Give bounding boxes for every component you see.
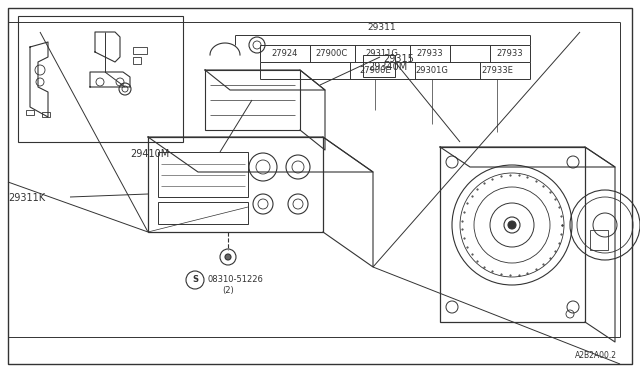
Bar [133,57,141,64]
Text: 27900C: 27900C [316,49,348,58]
Text: 27933: 27933 [417,49,444,58]
Text: 29311: 29311 [368,22,396,32]
Text: 27924: 27924 [272,49,298,58]
Text: 29301G: 29301G [415,66,449,75]
Bar [205,70,300,130]
Text: 27933E: 27933E [481,66,513,75]
Text: 29315: 29315 [383,54,414,64]
Bar [148,137,323,232]
Text: 29340M: 29340M [368,62,407,72]
Text: 27933: 27933 [497,49,524,58]
Bar [26,110,34,115]
Bar [363,55,395,77]
Bar [42,112,50,117]
Circle shape [508,221,516,229]
Text: 29410M: 29410M [130,149,169,159]
Bar [158,202,248,224]
Text: (2): (2) [222,286,234,295]
Text: 08310-51226: 08310-51226 [207,276,263,285]
Text: 29311K: 29311K [8,193,45,203]
Bar [158,152,248,197]
Bar [440,147,585,322]
Text: S: S [192,276,198,285]
Text: 27900E: 27900E [359,66,391,75]
Text: 29311G: 29311G [365,49,399,58]
Bar [590,230,608,250]
Circle shape [225,254,231,260]
Text: A2B2A00.2: A2B2A00.2 [575,351,617,360]
Bar [18,16,183,142]
Bar [133,47,147,54]
